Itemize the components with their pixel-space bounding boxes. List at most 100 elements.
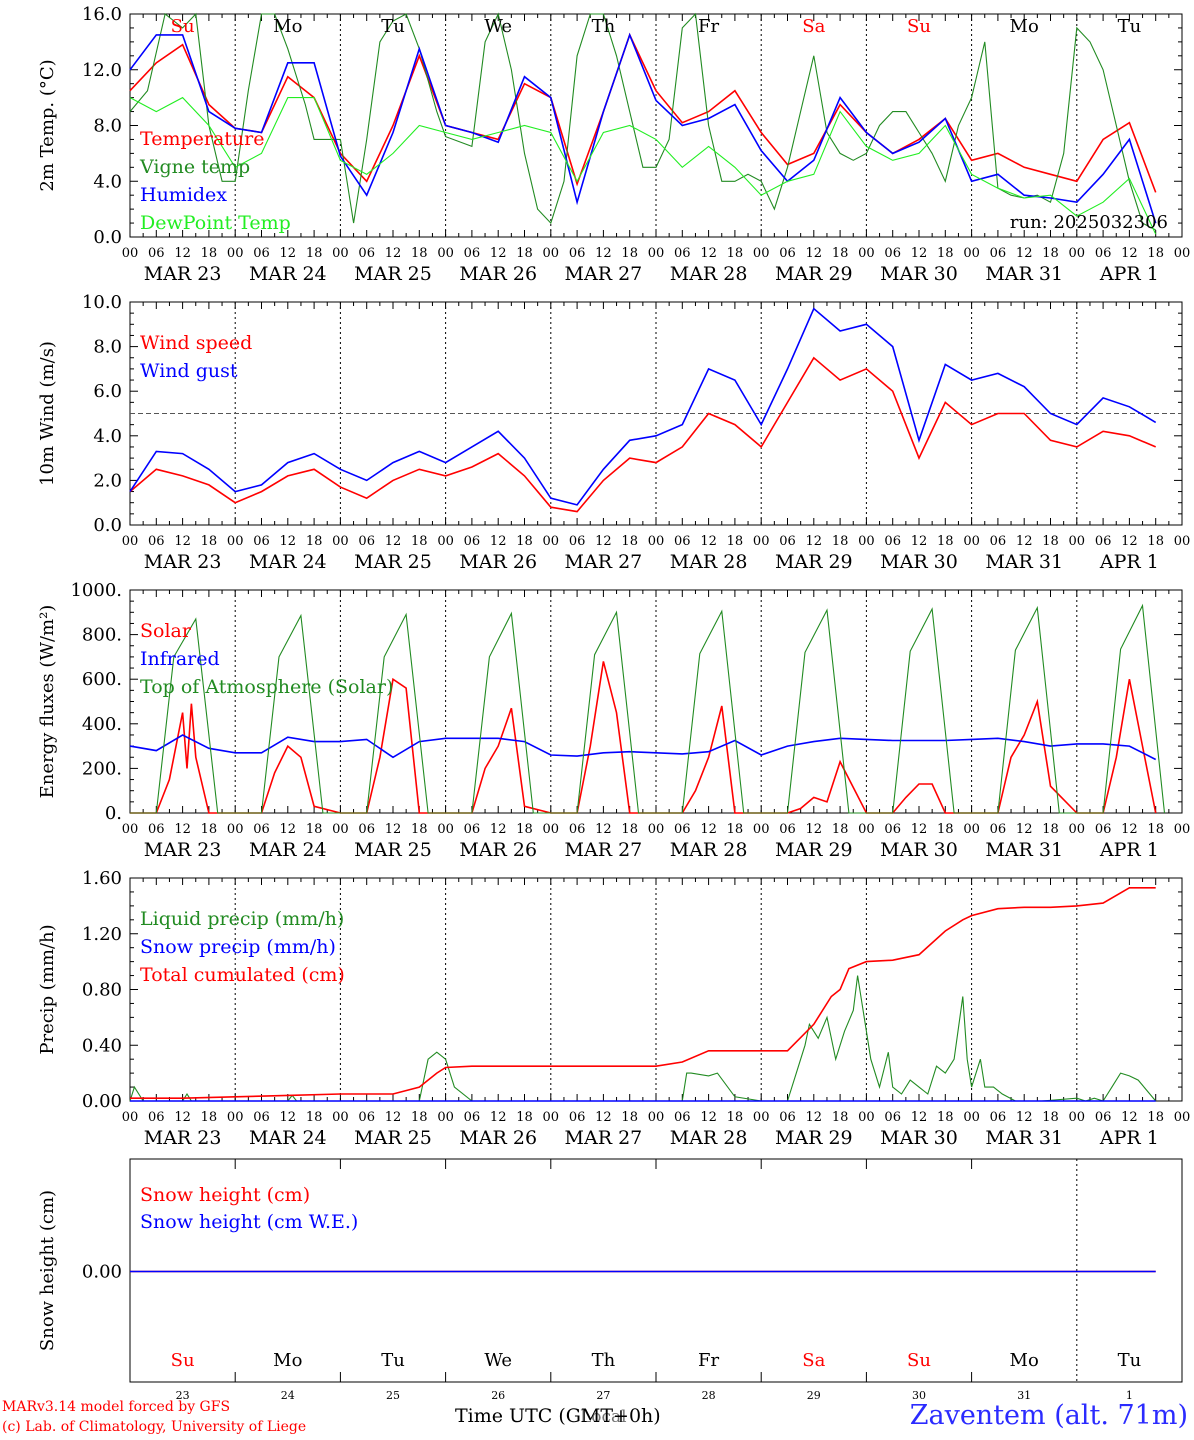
y-tick-label: 2.0: [93, 470, 122, 491]
hour-label: 00: [122, 1110, 139, 1125]
hour-label: 00: [648, 246, 665, 261]
hour-label: 12: [174, 1110, 191, 1125]
weekday-label: Th: [592, 16, 616, 37]
hour-label: 18: [832, 534, 849, 549]
legend-item: Solar: [140, 620, 192, 642]
date-label: MAR 29: [775, 839, 853, 861]
hour-label: 06: [148, 1110, 165, 1125]
weekday-label: Su: [907, 16, 931, 37]
hour-label: 06: [569, 246, 586, 261]
date-label: MAR 23: [144, 1127, 222, 1149]
legend-item: Snow height (cm): [140, 1184, 310, 1206]
local-time-label: Local: [580, 1407, 627, 1427]
weekday-label: Th: [592, 1350, 616, 1371]
hour-label: 06: [884, 1110, 901, 1125]
legend-item: Wind speed: [140, 332, 252, 354]
hour-label: 00: [1069, 534, 1086, 549]
hour-label: 18: [1147, 534, 1164, 549]
hour-label: 12: [700, 1110, 717, 1125]
hour-label: 00: [332, 1110, 349, 1125]
y-axis-label: Energy fluxes (W/m²): [37, 605, 58, 799]
y-axis-label: Precip (mm/h): [37, 924, 58, 1054]
date-label: MAR 27: [565, 839, 643, 861]
hour-label: 06: [464, 534, 481, 549]
hour-label: 18: [306, 822, 323, 837]
date-label: MAR 30: [880, 839, 958, 861]
hour-label: 18: [411, 822, 428, 837]
hour-label: 12: [911, 822, 928, 837]
hour-label: 18: [727, 534, 744, 549]
hour-label: 00: [963, 1110, 980, 1125]
y-tick-label: 6.0: [93, 381, 122, 402]
hour-label: 00: [1069, 246, 1086, 261]
hour-label: 12: [1016, 246, 1033, 261]
hour-label: 18: [1147, 822, 1164, 837]
date-label: MAR 23: [144, 263, 222, 285]
hour-label: 18: [516, 534, 533, 549]
hour-label: 12: [490, 246, 507, 261]
date-label: MAR 24: [249, 551, 327, 573]
hour-label: 12: [911, 534, 928, 549]
hour-label: 00: [1174, 246, 1191, 261]
date-label: MAR 24: [249, 839, 327, 861]
y-tick-label: 0.: [105, 803, 122, 824]
date-label: MAR 25: [354, 839, 432, 861]
hour-label: 00: [227, 534, 244, 549]
hour-label: 12: [385, 534, 402, 549]
hour-label: 06: [1095, 246, 1112, 261]
hour-label: 06: [358, 822, 375, 837]
hour-label: 06: [569, 534, 586, 549]
y-tick-label: 8.0: [93, 337, 122, 358]
date-label: MAR 27: [565, 1127, 643, 1149]
hour-label: 12: [595, 1110, 612, 1125]
date-label: MAR 31: [985, 1127, 1063, 1149]
hour-label: 00: [963, 246, 980, 261]
day-number-label: 29: [807, 1389, 821, 1402]
date-label: MAR 30: [880, 263, 958, 285]
hour-label: 18: [1042, 246, 1059, 261]
y-tick-label: 400.: [82, 714, 122, 735]
hour-label: 06: [884, 246, 901, 261]
weekday-label: Tu: [381, 16, 405, 37]
hour-label: 06: [1095, 1110, 1112, 1125]
date-label: MAR 29: [775, 263, 853, 285]
weekday-label: Su: [907, 1350, 931, 1371]
hour-label: 18: [201, 822, 218, 837]
hour-label: 00: [227, 1110, 244, 1125]
series-line-liquid-precip-mm-h-: [129, 975, 1157, 1102]
hour-label: 06: [884, 534, 901, 549]
y-tick-label: 0.0: [93, 515, 122, 536]
hour-label: 18: [937, 534, 954, 549]
date-label: MAR 25: [354, 1127, 432, 1149]
hour-label: 12: [174, 822, 191, 837]
hour-label: 18: [516, 1110, 533, 1125]
hour-label: 18: [516, 246, 533, 261]
hour-label: 00: [648, 534, 665, 549]
hour-label: 18: [937, 822, 954, 837]
hour-label: 06: [253, 534, 270, 549]
hour-label: 00: [963, 534, 980, 549]
date-label: MAR 26: [459, 1127, 537, 1149]
hour-label: 00: [753, 534, 770, 549]
panel-1: 2m Temp. (°C): [37, 12, 1183, 238]
date-label: MAR 31: [985, 551, 1063, 573]
hour-label: 12: [700, 534, 717, 549]
hour-label: 18: [727, 1110, 744, 1125]
hour-label: 12: [911, 1110, 928, 1125]
hour-label: 18: [832, 822, 849, 837]
hour-label: 18: [306, 246, 323, 261]
hour-label: 00: [437, 534, 454, 549]
date-label: APR 1: [1099, 1127, 1159, 1149]
hour-label: 18: [411, 1110, 428, 1125]
series-line-humidex: [129, 32, 1157, 224]
date-label: MAR 29: [775, 1127, 853, 1149]
date-label: MAR 24: [249, 1127, 327, 1149]
hour-label: 00: [332, 534, 349, 549]
weekday-label: Fr: [698, 16, 719, 37]
hour-label: 12: [385, 822, 402, 837]
legend-item: Total cumulated (cm): [140, 964, 345, 986]
date-label: MAR 31: [985, 839, 1063, 861]
hour-label: 00: [858, 246, 875, 261]
panel-2: 10m Wind (m/s): [37, 301, 1183, 526]
